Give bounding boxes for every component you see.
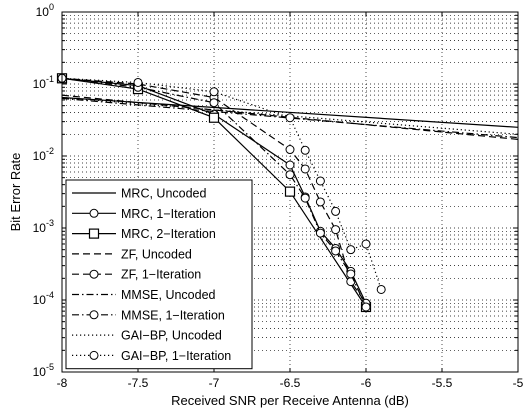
- x-tick-label: -6: [361, 376, 372, 390]
- series-point: [300, 164, 310, 174]
- series-point: [346, 269, 356, 279]
- series-point: [285, 145, 295, 155]
- legend-label: GAI−BP, 1−Iteration: [121, 349, 231, 363]
- series-point: [315, 228, 325, 238]
- legend-label: ZF, 1−Iteration: [121, 268, 201, 282]
- legend-label: ZF, Uncoded: [121, 247, 192, 261]
- x-tick-label: -5.5: [432, 376, 453, 390]
- series-group: [61, 96, 519, 128]
- series-point: [89, 208, 99, 218]
- axis-ticks: -8 -7.5 -7 -6.5 -6 -5.5 -5 100 10-1 10-2 10-3 10-4 1…: [33, 2, 524, 390]
- series-point: [285, 170, 295, 180]
- series-point: [133, 77, 143, 87]
- legend-label: MMSE, 1−Iteration: [121, 308, 225, 322]
- series-point: [285, 113, 295, 123]
- y-tick-label: 10-1: [33, 74, 54, 91]
- series-point: [331, 246, 341, 256]
- y-tick-label: 10-2: [33, 146, 54, 163]
- series-point: [331, 225, 341, 235]
- series-point: [331, 206, 341, 216]
- y-tick-label: 100: [36, 2, 54, 19]
- x-axis-label: Received SNR per Receive Antenna (dB): [171, 393, 409, 408]
- x-tick-label: -7.5: [128, 376, 149, 390]
- x-tick-label: -8: [57, 376, 68, 390]
- series-point: [315, 197, 325, 207]
- legend-label: GAI−BP, Uncoded: [121, 329, 222, 343]
- y-axis-label: Bit Error Rate: [8, 153, 23, 232]
- x-tick-label: -6.5: [280, 376, 301, 390]
- series-line: [61, 96, 519, 128]
- legend-label: MRC, 2−Iteration: [121, 227, 216, 241]
- legend: MRC, Uncoded MRC, 1−Iteration MRC, 2−Itera…: [65, 179, 253, 370]
- series-point: [208, 112, 220, 123]
- legend-label: MRC, 1−Iteration: [121, 207, 216, 221]
- legend-label: MRC, Uncoded: [121, 187, 206, 201]
- x-tick-label: -5: [513, 376, 524, 390]
- series-point: [88, 228, 100, 239]
- legend-label: MMSE, Uncoded: [121, 288, 216, 302]
- series-point: [346, 245, 356, 255]
- series-point: [376, 284, 386, 294]
- series-point: [209, 98, 219, 108]
- x-tick-label: -7: [209, 376, 220, 390]
- series-point: [89, 350, 99, 360]
- series-point: [361, 239, 371, 249]
- series-point: [209, 87, 219, 97]
- series-point: [300, 193, 310, 203]
- series-point: [89, 310, 99, 320]
- series-layer: [56, 73, 519, 313]
- series-point: [300, 145, 310, 155]
- y-tick-label: 10-3: [33, 218, 54, 235]
- series-point: [285, 160, 295, 170]
- series-point: [315, 176, 325, 186]
- y-tick-label: 10-4: [33, 290, 54, 307]
- series-point: [284, 186, 296, 197]
- series-point: [89, 269, 99, 279]
- y-tick-label: 10-5: [33, 362, 54, 379]
- series-point: [361, 302, 371, 312]
